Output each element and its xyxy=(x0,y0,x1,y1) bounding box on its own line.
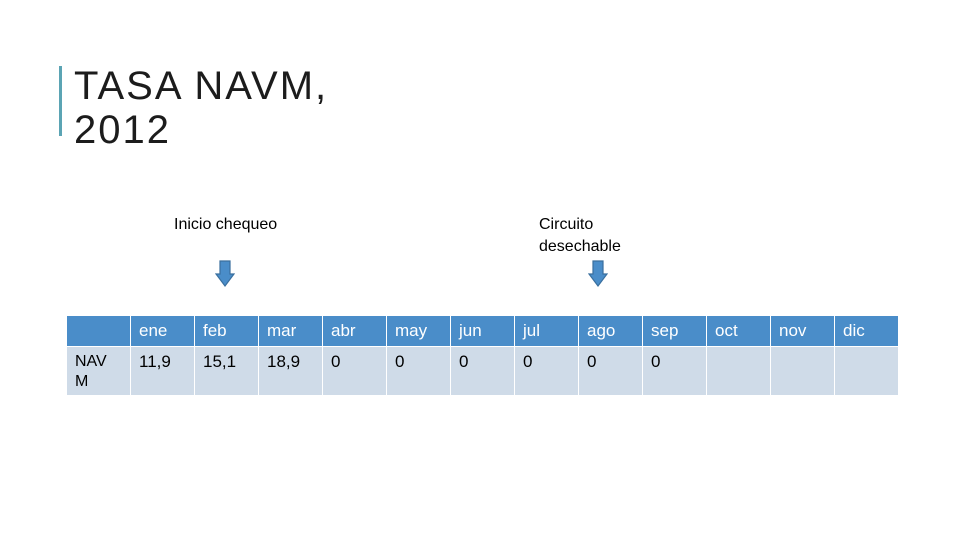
month-header: abr xyxy=(322,315,387,347)
table-cell: 0 xyxy=(386,346,451,396)
month-header: ene xyxy=(130,315,195,347)
month-header: jun xyxy=(450,315,515,347)
month-header: may xyxy=(386,315,451,347)
month-header: dic xyxy=(834,315,899,347)
slide-title: TASA NAVM, 2012 xyxy=(74,64,328,152)
table-cell: 0 xyxy=(642,346,707,396)
table-header-row: ene feb mar abr may jun jul ago sep oct … xyxy=(66,315,899,347)
table-corner-cell xyxy=(66,315,131,347)
annotation-circuito-line2: desechable xyxy=(539,238,621,255)
table-cell: 0 xyxy=(450,346,515,396)
down-arrow-icon-inicio xyxy=(215,260,235,287)
table-cell xyxy=(706,346,771,396)
navm-rate-table: ene feb mar abr may jun jul ago sep oct … xyxy=(66,315,899,396)
month-header: nov xyxy=(770,315,835,347)
table-cell xyxy=(770,346,835,396)
down-arrow-icon-circuito xyxy=(588,260,608,287)
table-row: NAV M 11,9 15,1 18,9 0 0 0 0 0 0 xyxy=(66,346,899,396)
month-header: mar xyxy=(258,315,323,347)
row-label-navm: NAV M xyxy=(66,346,131,396)
month-header: feb xyxy=(194,315,259,347)
table-cell: 15,1 xyxy=(194,346,259,396)
table-cell: 18,9 xyxy=(258,346,323,396)
table-cell: 0 xyxy=(514,346,579,396)
annotation-circuito-line1: Circuito xyxy=(539,216,594,233)
title-accent-bar xyxy=(59,66,62,136)
annotation-circuito-desechable: Circuito desechable xyxy=(539,214,621,258)
slide-title-line2: 2012 xyxy=(74,108,171,152)
month-header: ago xyxy=(578,315,643,347)
slide-title-line1: TASA NAVM, xyxy=(74,64,329,108)
month-header: jul xyxy=(514,315,579,347)
table-cell xyxy=(834,346,899,396)
month-header: oct xyxy=(706,315,771,347)
table-cell: 11,9 xyxy=(130,346,195,396)
table-cell: 0 xyxy=(578,346,643,396)
annotation-inicio-chequeo: Inicio chequeo xyxy=(174,216,278,233)
month-header: sep xyxy=(642,315,707,347)
table-cell: 0 xyxy=(322,346,387,396)
